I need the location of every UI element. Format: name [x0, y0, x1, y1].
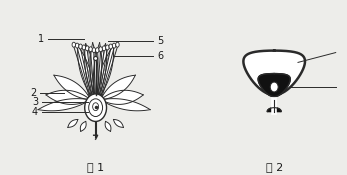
- Ellipse shape: [75, 43, 79, 48]
- Ellipse shape: [79, 44, 82, 49]
- Text: 3: 3: [32, 97, 38, 107]
- Polygon shape: [267, 108, 281, 112]
- Polygon shape: [101, 99, 150, 111]
- Ellipse shape: [92, 48, 96, 53]
- Ellipse shape: [82, 45, 86, 50]
- Ellipse shape: [85, 46, 89, 51]
- Polygon shape: [68, 120, 78, 127]
- Text: 4: 4: [32, 107, 38, 117]
- Text: 5: 5: [157, 36, 163, 46]
- Polygon shape: [93, 43, 102, 100]
- Ellipse shape: [72, 42, 76, 47]
- Polygon shape: [258, 74, 290, 97]
- Ellipse shape: [89, 47, 92, 52]
- Polygon shape: [113, 120, 124, 127]
- Ellipse shape: [93, 103, 99, 111]
- Text: 2: 2: [30, 88, 36, 98]
- Ellipse shape: [116, 42, 119, 47]
- Polygon shape: [105, 121, 111, 131]
- Polygon shape: [90, 43, 98, 100]
- Polygon shape: [78, 46, 94, 100]
- Ellipse shape: [95, 48, 99, 53]
- Ellipse shape: [94, 57, 98, 60]
- Ellipse shape: [102, 46, 106, 51]
- Polygon shape: [101, 90, 143, 104]
- Polygon shape: [101, 75, 135, 100]
- Polygon shape: [38, 99, 91, 111]
- Ellipse shape: [89, 99, 103, 117]
- Polygon shape: [46, 90, 91, 104]
- Ellipse shape: [85, 94, 107, 121]
- Polygon shape: [243, 51, 305, 95]
- Polygon shape: [95, 44, 107, 100]
- Ellipse shape: [105, 45, 109, 50]
- Polygon shape: [85, 44, 96, 100]
- Ellipse shape: [270, 82, 278, 92]
- Ellipse shape: [112, 43, 116, 48]
- Text: 图 1: 图 1: [87, 162, 104, 172]
- Polygon shape: [54, 75, 91, 100]
- Text: 6: 6: [157, 51, 163, 61]
- Ellipse shape: [99, 47, 102, 52]
- Ellipse shape: [109, 44, 112, 49]
- Polygon shape: [80, 121, 86, 131]
- Text: 1: 1: [38, 34, 44, 44]
- Text: 图 2: 图 2: [265, 162, 283, 172]
- Polygon shape: [98, 46, 113, 100]
